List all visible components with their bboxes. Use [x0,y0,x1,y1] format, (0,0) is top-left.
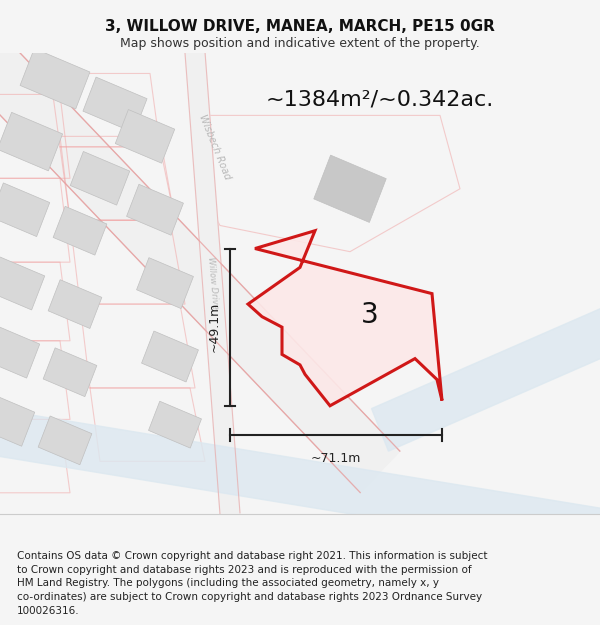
Bar [0,256,45,310]
Polygon shape [185,52,240,514]
Text: ~1384m²/~0.342ac.: ~1384m²/~0.342ac. [266,89,494,109]
Bar [20,49,90,109]
Bar [48,280,102,329]
Bar [0,324,40,378]
Bar [70,151,130,205]
Bar [83,77,147,132]
Text: Willow Drive: Willow Drive [206,257,220,309]
Bar [142,331,199,382]
Bar [0,112,62,171]
Polygon shape [371,304,600,451]
Bar [53,206,107,255]
Text: 3, WILLOW DRIVE, MANEA, MARCH, PE15 0GR: 3, WILLOW DRIVE, MANEA, MARCH, PE15 0GR [105,19,495,34]
Polygon shape [0,407,600,558]
Bar [137,258,193,309]
Bar [149,401,202,448]
Bar [314,155,386,222]
Text: ~71.1m: ~71.1m [311,452,361,465]
Text: Map shows position and indicative extent of the property.: Map shows position and indicative extent… [120,38,480,50]
Bar [43,348,97,397]
Bar [0,392,35,446]
Text: Contains OS data © Crown copyright and database right 2021. This information is : Contains OS data © Crown copyright and d… [17,551,487,616]
Polygon shape [0,32,400,492]
Text: ~49.1m: ~49.1m [208,302,221,352]
Text: Wisbech Road: Wisbech Road [197,112,233,181]
Text: 3: 3 [361,301,379,329]
Bar [0,183,50,237]
Polygon shape [248,231,442,406]
Bar [38,416,92,465]
Bar [115,109,175,163]
Bar [127,184,184,235]
